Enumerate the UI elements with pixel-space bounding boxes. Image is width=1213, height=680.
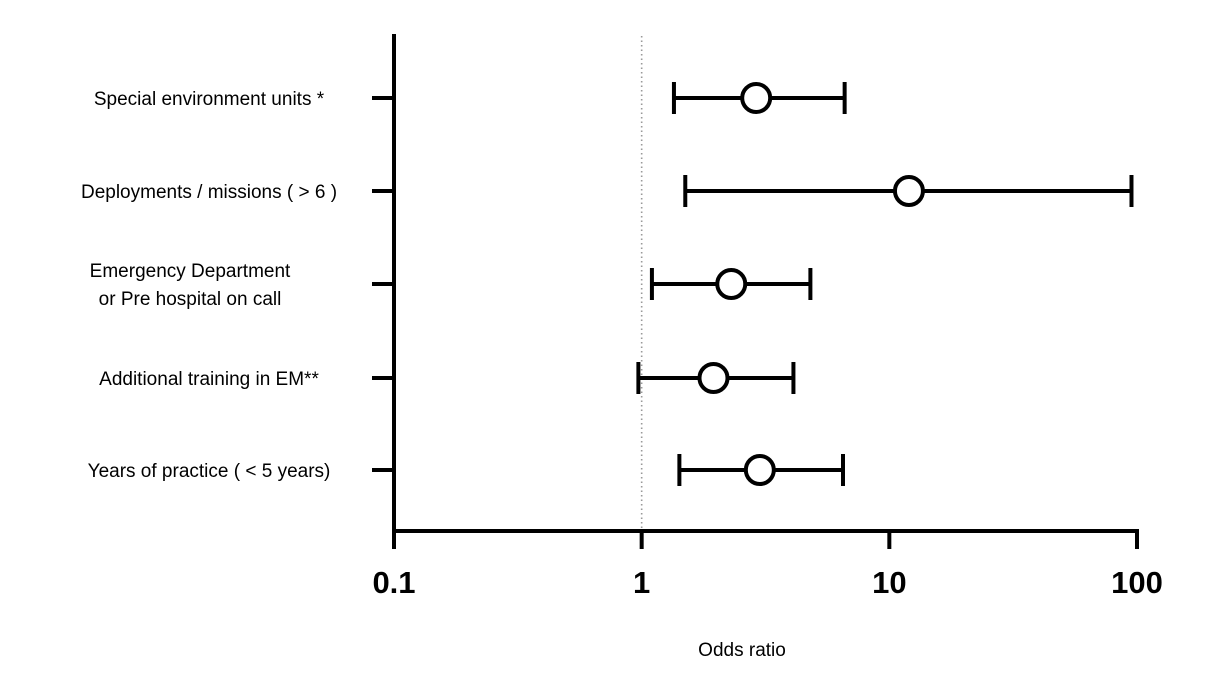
- odds-ratio-point: [743, 454, 776, 486]
- x-tick-label: 100: [1111, 565, 1163, 600]
- forest-row: Special environment units *: [94, 82, 847, 114]
- odds-ratio-point: [697, 362, 730, 394]
- category-label: Deployments / missions ( > 6 ): [81, 182, 337, 203]
- forest-row: Years of practice ( < 5 years): [88, 454, 845, 486]
- category-label: Emergency Department: [90, 261, 291, 282]
- category-label: Special environment units *: [94, 89, 325, 110]
- x-tick-label: 10: [872, 565, 906, 600]
- category-label: or Pre hospital on call: [99, 289, 282, 310]
- forest-row: Additional training in EM**: [99, 362, 796, 394]
- odds-ratio-point: [740, 82, 773, 114]
- x-tick-label: 1: [633, 565, 650, 600]
- forest-row: Emergency Department or Pre hospital on c…: [90, 261, 813, 310]
- odds-ratio-point: [892, 175, 925, 207]
- forest-row: Deployments / missions ( > 6 ): [81, 175, 1134, 207]
- odds-ratio-point: [715, 268, 748, 300]
- x-axis-title: Odds ratio: [698, 640, 786, 661]
- x-tick-label: 0.1: [372, 565, 415, 600]
- category-label: Years of practice ( < 5 years): [88, 461, 331, 482]
- category-label: Additional training in EM**: [99, 369, 319, 390]
